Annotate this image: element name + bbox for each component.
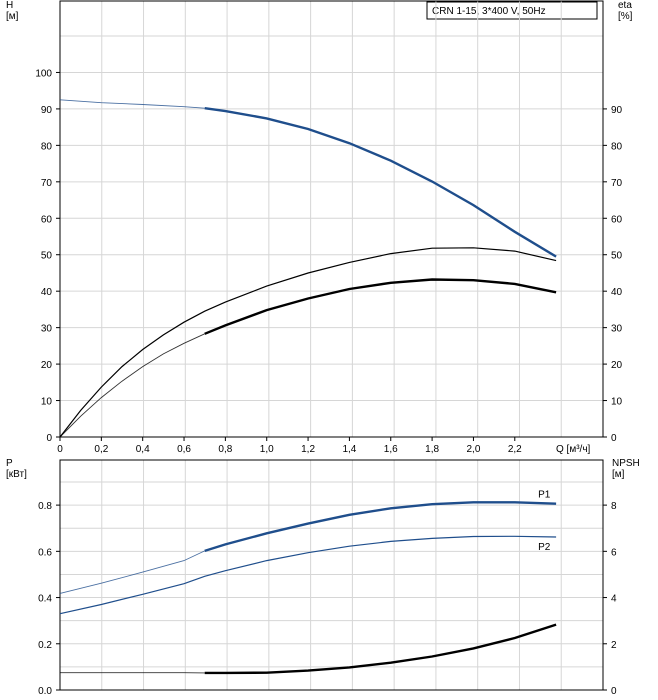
x-tick-label: 0,6 [177,444,191,455]
y-tick-label: 70 [41,178,53,189]
bottom-plot-frame [59,459,604,691]
y-tick-label: 50 [41,251,53,262]
p-tick-label: 0.2 [38,640,52,651]
x-axis-label: Q [м³/ч] [556,444,591,455]
title-box: CRN 1-15, 3*400 V, 50Hz [426,1,598,20]
top-series-0-thin [59,99,205,109]
y-right-tick-label: 30 [611,324,623,335]
top-series-2-thin [59,333,205,438]
series-label-p2: P2 [538,542,551,553]
y-right-tick-label: 60 [611,214,623,225]
top-plot-frame [59,0,604,438]
top-panel-curves [59,99,557,438]
x-tick-label: 1,2 [301,444,315,455]
x-tick-label: 0,8 [218,444,232,455]
top-panel-ticks: 0 10 20 30 40 50 60 70 80 90 100 0 10 20 30 40 50 60 70 80 9… [35,68,622,455]
y-right-tick-label: 0 [611,433,617,444]
p-tick-label: 0.8 [38,501,52,512]
x-tick-label: 1,4 [342,444,356,455]
y-right-tick-label: 40 [611,287,623,298]
x-tick-label: 0 [57,444,63,455]
top-left-axis-title: H [м] [6,0,19,22]
p-tick-label: 0.4 [38,594,52,605]
y-tick-label: 10 [41,397,53,408]
y-tick-label: 90 [41,105,53,116]
y-right-tick-label: 70 [611,178,623,189]
bottom-series-2-bold [204,623,557,675]
y-right-tick-label: 80 [611,141,623,152]
x-tick-label: 0,2 [94,444,108,455]
top-right-axis-title: eta [%] [618,0,633,22]
bottom-series-0-thin [59,550,205,594]
p-tick-label: 0.0 [38,686,52,697]
y-tick-label: 0 [46,433,52,444]
x-tick-label: 1,6 [384,444,398,455]
series-labels: P1 P2 [538,490,551,553]
npsh-tick-label: 0 [611,686,617,697]
y-tick-label: 100 [35,68,52,79]
bottom-panel-curves [59,501,557,675]
x-tick-label: 1,8 [425,444,439,455]
top-series-1-thin [59,247,557,438]
x-tick-label: 2,2 [508,444,522,455]
bottom-panel-grid [59,459,604,691]
x-tick-label: 0,4 [136,444,150,455]
npsh-tick-label: 2 [611,640,617,651]
x-tick-label: 2,0 [466,444,480,455]
title-frame [426,1,598,20]
chart-title: CRN 1-15, 3*400 V, 50Hz [432,6,546,17]
y-right-tick-label: 90 [611,105,623,116]
npsh-tick-label: 8 [611,501,617,512]
y-tick-label: 60 [41,214,53,225]
bottom-panel-ticks: 0.0 0.2 0.4 0.6 0.8 0 2 4 6 8 [38,501,617,697]
bottom-series-1-thin [59,535,557,615]
y-tick-label: 80 [41,141,53,152]
y-right-tick-label: 10 [611,397,623,408]
y-right-tick-label: 20 [611,360,623,371]
y-tick-label: 40 [41,287,53,298]
top-panel-grid [59,0,604,438]
bottom-right-axis-title: NPSH [м] [612,458,640,480]
bottom-left-axis-title: P [кВт] [6,458,27,480]
top-series-2-bold [204,278,557,335]
y-tick-label: 30 [41,324,53,335]
npsh-tick-label: 4 [611,594,617,605]
series-label-p1: P1 [538,490,551,501]
x-tick-label: 1,0 [260,444,274,455]
y-tick-label: 20 [41,360,53,371]
top-series-0-bold [204,107,557,258]
y-right-tick-label: 50 [611,251,623,262]
p-tick-label: 0.6 [38,547,52,558]
npsh-tick-label: 6 [611,547,617,558]
bottom-series-0-bold [204,501,557,553]
